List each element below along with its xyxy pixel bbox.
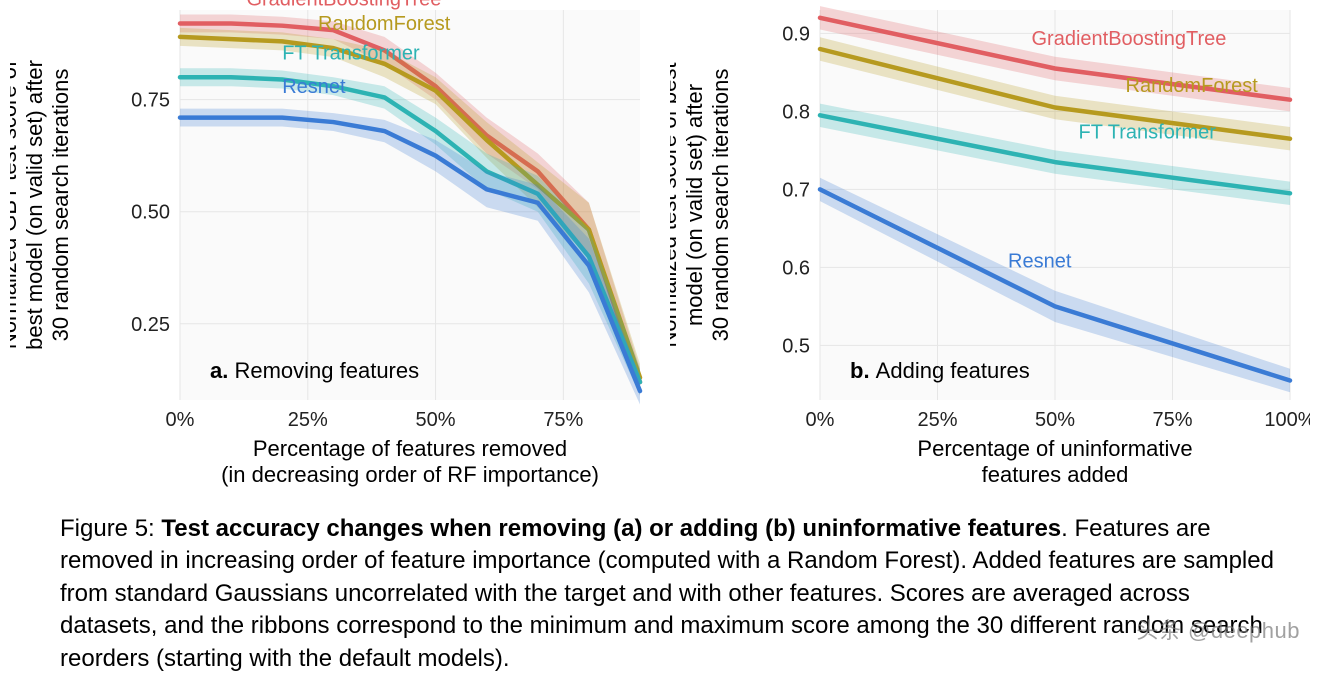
y-axis-label: Normalized GBT test score ofbest model (…: [10, 60, 73, 350]
caption-bold: Test accuracy changes when removing (a) …: [161, 515, 1061, 542]
xtick-label: 0%: [806, 409, 835, 431]
x-axis-label-2: (in decreasing order of RF importance): [221, 462, 599, 487]
chart-a-svg: 0.25 0.50 0.75 0% 25% 50% 75% Percentage of fea…: [10, 0, 670, 500]
svg-text:Normalized GBT test score of: Normalized GBT test score of: [10, 60, 21, 349]
x-axis-label-1: Percentage of features removed: [253, 436, 567, 461]
ytick-label: 0.5: [782, 335, 810, 357]
ytick-label: 0.25: [131, 314, 170, 336]
ytick-label: 0.50: [131, 202, 170, 224]
figure-row: 0.250.500.750%25%50%75%Percentage of fea…: [0, 0, 1330, 505]
series-label-FT_Transformer: FT Transformer: [282, 42, 420, 64]
xtick-label: 50%: [1035, 409, 1075, 431]
xtick-label: 0%: [166, 409, 195, 431]
panel-b: 0.5 0.6 0.7 0.8 0.9 0% 25% 50% 75% 100% Percentage…: [670, 0, 1310, 505]
ytick-label: 0.7: [782, 179, 810, 201]
chart-b-svg: 0.5 0.6 0.7 0.8 0.9 0% 25% 50% 75% 100% Percentage…: [670, 0, 1310, 500]
x-axis-label-1: Percentage of uninformative: [917, 436, 1192, 461]
svg-text:model (on valid set) after: model (on valid set) after: [682, 84, 707, 326]
svg-text:30 random search iterations: 30 random search iterations: [48, 69, 73, 342]
xtick-label: 75%: [543, 409, 583, 431]
series-label-RandomForest: RandomForest: [1126, 75, 1259, 97]
xtick-label: 75%: [1152, 409, 1192, 431]
panel-title: a. Removing features: [210, 358, 419, 383]
series-label-RandomForest: RandomForest: [318, 13, 451, 35]
svg-text:best model (on valid set) afte: best model (on valid set) after: [22, 60, 47, 350]
y-axis-label: Normalized test score of bestmodel (on v…: [670, 63, 733, 348]
xtick-label: 25%: [917, 409, 957, 431]
ytick-label: 0.75: [131, 90, 170, 112]
ytick-label: 0.8: [782, 101, 810, 123]
x-axis-label-2: features added: [982, 462, 1129, 487]
xtick-label: 100%: [1264, 409, 1310, 431]
series-label-Resnet: Resnet: [1008, 250, 1072, 272]
xtick-label: 50%: [416, 409, 456, 431]
series-label-GradientBoostingTree: GradientBoostingTree: [1032, 28, 1227, 50]
svg-text:Normalized test score of best: Normalized test score of best: [670, 63, 681, 348]
caption-figure-label: Figure 5:: [60, 515, 155, 542]
xtick-label: 25%: [288, 409, 328, 431]
ytick-label: 0.9: [782, 23, 810, 45]
svg-text:30 random search iterations: 30 random search iterations: [708, 69, 733, 342]
panel-title: b. Adding features: [850, 358, 1030, 383]
panel-a: 0.25 0.50 0.75 0% 25% 50% 75% Percentage of fea…: [10, 0, 670, 505]
series-label-Resnet: Resnet: [282, 76, 346, 98]
series-label-GradientBoostingTree: GradientBoostingTree: [246, 0, 441, 11]
ytick-label: 0.6: [782, 257, 810, 279]
figure-caption: Figure 5: Test accuracy changes when rem…: [0, 505, 1330, 675]
series-label-FT_Transformer: FT Transformer: [1079, 122, 1217, 144]
